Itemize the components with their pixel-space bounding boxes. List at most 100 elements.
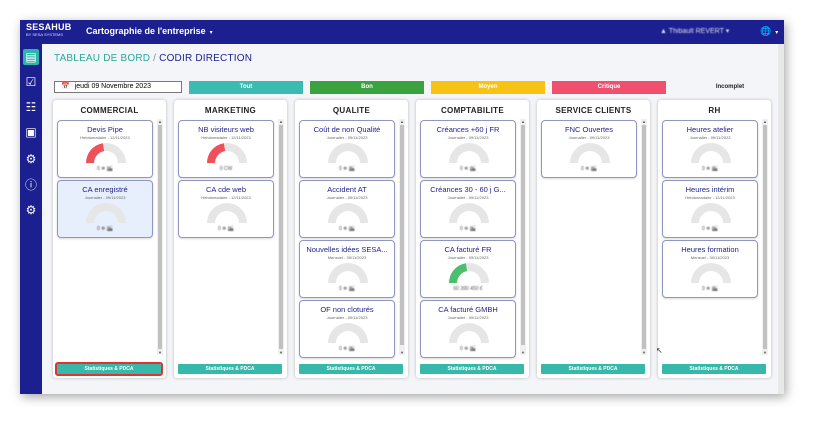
scroll-down-icon[interactable]: ▼ xyxy=(400,350,404,355)
scroll-down-icon[interactable]: ▼ xyxy=(521,350,525,355)
column-title: COMMERCIAL xyxy=(80,106,139,115)
kpi-card[interactable]: CA enregistré Journalier - 09/11/2023 0 ❄ … xyxy=(57,180,153,238)
column-title: COMPTABILITE xyxy=(440,106,504,115)
kpi-value: 0 CW xyxy=(219,166,233,172)
language-menu[interactable]: 🌐 ▾ xyxy=(760,26,778,37)
app-title-label: Cartographie de l'entreprise xyxy=(86,26,206,36)
info-icon[interactable]: ⓘ xyxy=(24,178,37,192)
filter-critique[interactable]: Critique xyxy=(552,81,666,94)
kpi-value: 0 ❄ 🏙 xyxy=(701,286,719,292)
gauge-track xyxy=(328,143,368,163)
kpi-card[interactable]: CA facturé FR Journalier - 09/11/2023 60 3… xyxy=(420,240,516,298)
gauge-chart xyxy=(328,263,368,283)
kpi-value: 0 ❄ 🏙 xyxy=(338,226,356,232)
gauge-chart xyxy=(570,143,610,163)
date-value: jeudi 09 Novembre 2023 xyxy=(74,83,151,90)
scroll-down-icon[interactable]: ▼ xyxy=(642,350,646,355)
kpi-frequency: Hebdomadaire - 12/11/2023 xyxy=(201,135,251,140)
scrollbar-thumb[interactable] xyxy=(279,125,283,349)
dashboard-icon[interactable]: ▤ xyxy=(23,49,39,65)
statistics-pdca-button[interactable]: Statistiques & PDCA xyxy=(299,364,403,374)
kpi-title: CA enregistré xyxy=(82,185,128,194)
logo[interactable]: SESAHUB BY SESA SYSTEMS xyxy=(26,22,72,39)
scrollbar-thumb[interactable] xyxy=(642,125,646,349)
filter-tout[interactable]: Tout xyxy=(189,81,303,94)
scrollbar-thumb[interactable] xyxy=(400,125,404,345)
org-chart-icon[interactable]: ⚙ xyxy=(25,152,37,166)
kpi-value: 0 ❄ 🏙 xyxy=(217,226,235,232)
calendar-icon: 📅 xyxy=(61,83,70,90)
filter-incomplet[interactable]: Incomplet xyxy=(673,81,784,94)
user-menu[interactable]: ▲ Thibault REVERT ▾ xyxy=(660,27,729,35)
kpi-card[interactable]: Heures intérim Hebdomadaire - 12/11/2023 0… xyxy=(662,180,758,238)
gauge-track xyxy=(328,203,368,223)
statistics-pdca-button[interactable]: Statistiques & PDCA xyxy=(55,362,163,376)
kpi-card[interactable]: CA facturé GMBH Journalier - 09/11/2023 0 … xyxy=(420,300,516,358)
kpi-title: Heures intérim xyxy=(685,185,735,194)
kpi-value: 0 ❄ 🏙 xyxy=(701,226,719,232)
scroll-up-icon[interactable]: ▲ xyxy=(400,119,404,124)
top-bar: SESAHUB BY SESA SYSTEMS Cartographie de … xyxy=(20,20,784,44)
kpi-card[interactable]: Heures atelier Journalier - 09/11/2023 0 ❄… xyxy=(662,120,758,178)
kpi-value: 0 ❄ 🏙 xyxy=(96,226,114,232)
kpi-card[interactable]: CA cde web Hebdomadaire - 12/11/2023 0 ❄ 🏙 xyxy=(178,180,274,238)
kpi-card[interactable]: Créances 30 - 60 j G... Journalier - 09/1… xyxy=(420,180,516,238)
statistics-pdca-button[interactable]: Statistiques & PDCA xyxy=(420,364,524,374)
gauge-track xyxy=(449,323,489,343)
scrollbar-thumb[interactable] xyxy=(158,125,162,349)
scrollbar-thumb[interactable] xyxy=(763,125,767,349)
date-picker[interactable]: 📅 jeudi 09 Novembre 2023 xyxy=(54,81,182,93)
kpi-card[interactable]: Heures formation Mensuel - 30/11/2023 0 ❄ … xyxy=(662,240,758,298)
kpi-title: Coût de non Qualité xyxy=(313,125,381,134)
scroll-down-icon[interactable]: ▼ xyxy=(279,350,283,355)
app-title-dropdown[interactable]: Cartographie de l'entreprise ▾ xyxy=(86,26,213,36)
kpi-value: 0 ❄ 🏙 xyxy=(701,166,719,172)
scrollbar-thumb[interactable] xyxy=(521,125,525,345)
kpi-frequency: Hebdomadaire - 12/11/2023 xyxy=(80,135,130,140)
kpi-card[interactable]: OF non cloturés Journalier - 09/11/2023 0 … xyxy=(299,300,395,358)
column-title: QUALITE xyxy=(332,106,371,115)
user-name: Thibault REVERT xyxy=(668,28,724,35)
kpi-card[interactable]: Devis Pipe Hebdomadaire - 12/11/2023 0 ❄ 🏙 xyxy=(57,120,153,178)
filter-moyen[interactable]: Moyen xyxy=(431,81,545,94)
statistics-pdca-button[interactable]: Statistiques & PDCA xyxy=(662,364,766,374)
page-scrollbar[interactable] xyxy=(778,44,784,394)
scroll-up-icon[interactable]: ▲ xyxy=(521,119,525,124)
kpi-card[interactable]: Accident AT Journalier - 09/11/2023 0 ❄ 🏙 xyxy=(299,180,395,238)
kpi-title: Heures formation xyxy=(681,245,739,254)
gauge-chart xyxy=(449,203,489,223)
column-scrollbar[interactable]: ▲ ▼ xyxy=(399,119,405,355)
page-title: TABLEAU DE BORD / CODIR DIRECTION xyxy=(54,53,252,64)
column-scrollbar[interactable]: ▲ ▼ xyxy=(762,119,768,355)
scroll-down-icon[interactable]: ▼ xyxy=(763,350,767,355)
kpi-card[interactable]: NB visiteurs web Hebdomadaire - 12/11/202… xyxy=(178,120,274,178)
monitor-icon[interactable]: ▣ xyxy=(25,125,37,139)
column-scrollbar[interactable]: ▲ ▼ xyxy=(520,119,526,355)
scroll-down-icon[interactable]: ▼ xyxy=(158,350,162,355)
kpi-card[interactable]: FNC Ouvertes Journalier - 09/11/2023 0 ❄ 🏙 xyxy=(541,120,637,178)
gauge-track xyxy=(86,203,126,223)
checklist-icon[interactable]: ☑ xyxy=(25,75,37,89)
scroll-up-icon[interactable]: ▲ xyxy=(642,119,646,124)
logo-text: SESAHUB xyxy=(26,22,72,32)
gear-icon[interactable]: ⚙ xyxy=(25,203,37,217)
scroll-up-icon[interactable]: ▲ xyxy=(158,119,162,124)
scroll-up-icon[interactable]: ▲ xyxy=(763,119,767,124)
kpi-card[interactable]: Coût de non Qualité Journalier - 09/11/20… xyxy=(299,120,395,178)
document-icon[interactable]: ☷ xyxy=(25,100,37,114)
kpi-card[interactable]: Créances +60 j FR Journalier - 09/11/2023… xyxy=(420,120,516,178)
scroll-up-icon[interactable]: ▲ xyxy=(279,119,283,124)
statistics-pdca-button[interactable]: Statistiques & PDCA xyxy=(541,364,645,374)
gauge-fill xyxy=(449,263,468,283)
gauge-track xyxy=(449,143,489,163)
kpi-column: RH ▲ ▼ Heures atelier Journalier - 09/11/202… xyxy=(658,100,771,378)
column-scrollbar[interactable]: ▲ ▼ xyxy=(278,119,284,355)
breadcrumb-dashboard[interactable]: TABLEAU DE BORD xyxy=(54,53,151,64)
gauge-chart xyxy=(207,143,247,163)
column-scrollbar[interactable]: ▲ ▼ xyxy=(641,119,647,355)
kpi-card[interactable]: Nouvelles idées SESA... Mensuel - 30/11/2… xyxy=(299,240,395,298)
column-scrollbar[interactable]: ▲ ▼ xyxy=(157,119,163,355)
kpi-frequency: Journalier - 09/11/2023 xyxy=(568,135,610,140)
filter-bon[interactable]: Bon xyxy=(310,81,424,94)
statistics-pdca-button[interactable]: Statistiques & PDCA xyxy=(178,364,282,374)
